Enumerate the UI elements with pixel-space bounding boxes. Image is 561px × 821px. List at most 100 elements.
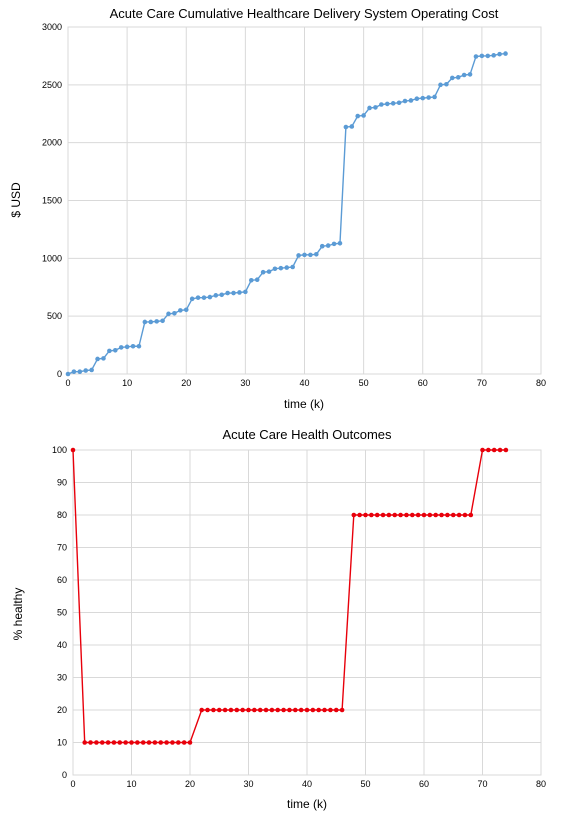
outcomes-data-point <box>281 707 286 713</box>
cost-data-point <box>207 294 213 300</box>
outcomes-data-point <box>357 512 362 518</box>
outcomes-y-tick-label: 50 <box>57 608 67 618</box>
outcomes-data-point <box>369 512 374 518</box>
cost-data-point <box>290 264 295 270</box>
cost-data-point <box>373 105 378 110</box>
cost-data-point <box>308 252 313 258</box>
outcomes-data-point <box>222 707 228 713</box>
cost-data-point <box>396 100 402 106</box>
outcomes-data-point <box>421 512 427 518</box>
outcomes-data-point <box>70 447 76 453</box>
cost-data-point <box>278 265 284 271</box>
cost-data-point <box>219 292 225 298</box>
outcomes-data-point <box>339 707 345 713</box>
outcomes-y-tick-label: 10 <box>57 738 67 748</box>
outcomes-data-point <box>252 707 257 713</box>
outcomes-data-point <box>111 740 117 745</box>
outcomes-data-point <box>415 512 421 518</box>
cost-data-point <box>148 319 154 325</box>
cost-data-point <box>71 369 77 374</box>
cost-data-point <box>142 319 148 325</box>
outcomes-data-point <box>135 740 140 745</box>
cost-data-point <box>355 113 361 119</box>
outcomes-data-point <box>246 707 251 713</box>
outcomes-data-point <box>123 740 128 745</box>
outcomes-y-tick-label: 40 <box>57 640 67 650</box>
cost-data-point <box>107 348 112 354</box>
cost-y-tick-label: 1500 <box>42 196 62 206</box>
outcomes-chart-x-axis-label: time (k) <box>287 797 327 811</box>
cost-data-point <box>343 124 349 130</box>
cost-y-tick-label: 1000 <box>42 253 62 263</box>
outcomes-data-point <box>82 740 87 745</box>
outcomes-data-point <box>480 447 485 453</box>
cost-data-point <box>95 356 100 362</box>
outcomes-data-point <box>333 707 339 713</box>
outcomes-data-point <box>386 512 392 518</box>
outcomes-data-point <box>263 707 269 713</box>
outcomes-data-point <box>158 740 164 745</box>
cost-data-point <box>426 95 431 100</box>
cost-y-tick-label: 2000 <box>42 138 62 148</box>
cost-data-point <box>420 95 426 101</box>
cost-data-point <box>438 82 443 88</box>
cost-data-point <box>166 311 171 317</box>
cost-x-tick-label: 50 <box>359 378 369 388</box>
outcomes-data-point <box>433 512 439 518</box>
outcomes-data-point <box>287 707 292 713</box>
outcomes-x-tick-label: 20 <box>185 779 195 789</box>
outcomes-data-point <box>298 707 304 713</box>
cost-x-tick-label: 20 <box>181 378 191 388</box>
cost-data-point <box>266 269 272 274</box>
outcomes-data-point <box>234 707 240 713</box>
cost-data-point <box>77 369 83 374</box>
outcomes-data-point <box>105 740 111 745</box>
cost-data-point <box>130 343 136 349</box>
outcomes-data-point <box>491 447 497 453</box>
outcomes-data-point <box>468 512 474 518</box>
outcomes-y-tick-label: 20 <box>57 705 67 715</box>
cost-chart-series <box>65 51 508 377</box>
outcomes-x-tick-label: 60 <box>419 779 429 789</box>
outcomes-data-point <box>88 740 93 745</box>
outcomes-data-point <box>257 707 263 713</box>
outcomes-data-point <box>228 707 234 713</box>
cost-data-point <box>408 98 414 103</box>
cost-data-point <box>432 94 437 100</box>
cost-data-point <box>361 113 366 118</box>
cost-data-point <box>243 289 248 295</box>
outcomes-x-tick-label: 70 <box>477 779 487 789</box>
cost-data-point <box>272 266 278 272</box>
outcomes-data-point <box>456 512 462 518</box>
cost-data-point <box>479 53 485 59</box>
cost-data-point <box>337 240 343 246</box>
cost-data-point <box>101 356 106 361</box>
cost-chart-x-axis-label: time (k) <box>284 397 324 411</box>
outcomes-data-point <box>269 707 275 713</box>
outcomes-data-point <box>328 707 333 713</box>
cost-data-point <box>89 367 94 373</box>
outcomes-data-point <box>99 740 105 745</box>
outcomes-series-line <box>72 449 506 744</box>
cost-data-point <box>325 243 331 248</box>
outcomes-chart-series <box>70 447 509 745</box>
outcomes-data-point <box>216 707 222 713</box>
cost-data-point <box>237 290 242 295</box>
cost-chart-gridlines <box>67 26 542 375</box>
outcomes-data-point <box>181 740 187 745</box>
outcomes-data-point <box>152 740 158 745</box>
cost-data-point <box>319 243 325 249</box>
outcomes-data-point <box>497 447 503 453</box>
cost-chart-tick-labels: 0 10 20 30 40 50 60 70 80 0 500 1000 1500 2000 2500 300… <box>42 22 546 388</box>
cost-y-tick-label: 3000 <box>42 22 62 32</box>
cost-data-point <box>225 290 230 296</box>
cost-y-tick-label: 0 <box>57 369 62 379</box>
outcomes-chart-y-axis-label: % healthy <box>11 588 25 641</box>
outcomes-data-point <box>310 707 316 713</box>
outcomes-data-point <box>363 512 368 518</box>
outcomes-x-tick-label: 50 <box>360 779 370 789</box>
cost-data-point <box>485 53 491 59</box>
cost-data-point <box>172 310 177 316</box>
cost-data-point <box>473 54 479 59</box>
